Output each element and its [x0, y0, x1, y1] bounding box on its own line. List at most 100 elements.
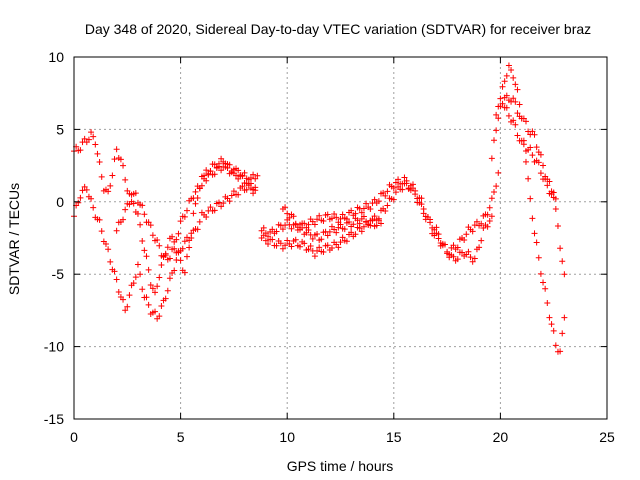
data-point	[522, 158, 529, 165]
data-point	[471, 255, 478, 262]
data-point	[450, 242, 457, 249]
data-point	[369, 217, 376, 224]
data-point	[134, 261, 141, 268]
data-point	[126, 292, 133, 299]
data-point	[390, 196, 397, 203]
data-point	[85, 136, 92, 143]
series-track-c	[113, 155, 261, 263]
data-point	[90, 133, 97, 140]
data-point	[542, 285, 549, 292]
data-point	[179, 245, 186, 252]
data-point	[260, 224, 267, 231]
data-point	[282, 204, 289, 211]
data-point	[220, 158, 227, 165]
data-point	[211, 171, 218, 178]
series-track-f	[279, 204, 385, 244]
data-point	[559, 330, 566, 337]
data-point	[154, 283, 161, 290]
data-point	[518, 115, 525, 122]
data-point	[88, 195, 95, 202]
data-point	[559, 258, 566, 265]
data-point	[132, 190, 139, 197]
data-point	[171, 267, 178, 274]
data-point	[546, 178, 553, 185]
data-point	[540, 279, 547, 286]
data-point	[384, 202, 391, 209]
data-point	[337, 215, 344, 222]
data-point	[433, 224, 440, 231]
data-point	[128, 198, 135, 205]
data-point	[235, 191, 242, 198]
data-point	[314, 230, 321, 237]
data-point	[211, 207, 218, 214]
data-point	[90, 204, 97, 211]
data-point	[305, 221, 312, 228]
data-point	[395, 176, 402, 183]
data-point	[529, 215, 536, 222]
data-point	[239, 183, 246, 190]
data-point	[529, 152, 536, 159]
data-point	[147, 282, 154, 289]
data-point	[145, 266, 152, 273]
data-point	[181, 238, 188, 245]
data-point	[190, 210, 197, 217]
data-point	[324, 211, 331, 218]
data-point	[441, 241, 448, 248]
data-point	[363, 200, 370, 207]
data-point	[218, 167, 225, 174]
x-tick-label: 20	[493, 429, 509, 445]
data-point	[92, 141, 99, 148]
data-point	[493, 183, 500, 190]
data-point	[122, 206, 129, 213]
data-point	[467, 254, 474, 261]
y-tick-label: 10	[48, 49, 64, 65]
data-point	[124, 303, 131, 310]
data-point	[544, 300, 551, 307]
data-point	[77, 194, 84, 201]
data-point	[454, 244, 461, 251]
data-point	[333, 229, 340, 236]
x-tick-label: 5	[177, 429, 185, 445]
data-point	[252, 187, 259, 194]
data-point	[130, 280, 137, 287]
data-point	[535, 254, 542, 261]
data-point	[352, 231, 359, 238]
data-point	[333, 214, 340, 221]
data-point	[177, 218, 184, 225]
data-point	[546, 314, 553, 321]
data-point	[228, 192, 235, 199]
data-point	[198, 182, 205, 189]
data-point	[292, 236, 299, 243]
data-point	[314, 216, 321, 223]
data-point	[537, 170, 544, 177]
data-point	[544, 182, 551, 189]
data-point	[378, 220, 385, 227]
data-point	[350, 221, 357, 228]
data-point	[113, 146, 120, 153]
data-point	[499, 83, 506, 90]
data-point	[147, 222, 154, 229]
data-point	[390, 185, 397, 191]
data-point	[318, 236, 325, 243]
data-point	[335, 244, 342, 251]
data-point	[98, 228, 105, 235]
data-point	[465, 248, 472, 255]
data-point	[169, 233, 176, 240]
data-point	[164, 287, 171, 294]
data-point	[371, 213, 378, 220]
data-point	[203, 177, 210, 184]
x-tick-label: 0	[70, 429, 78, 445]
data-point	[491, 188, 498, 195]
y-axis-label: SDTVAR / TECUs	[6, 183, 22, 295]
data-point	[459, 249, 466, 256]
data-point	[220, 200, 227, 207]
data-point	[143, 253, 150, 260]
data-point	[497, 95, 504, 102]
data-point	[420, 205, 427, 212]
data-points	[71, 62, 568, 355]
data-point	[265, 240, 272, 247]
data-point	[478, 237, 485, 244]
data-point	[162, 250, 169, 257]
data-point	[488, 155, 495, 162]
data-point	[537, 151, 544, 158]
